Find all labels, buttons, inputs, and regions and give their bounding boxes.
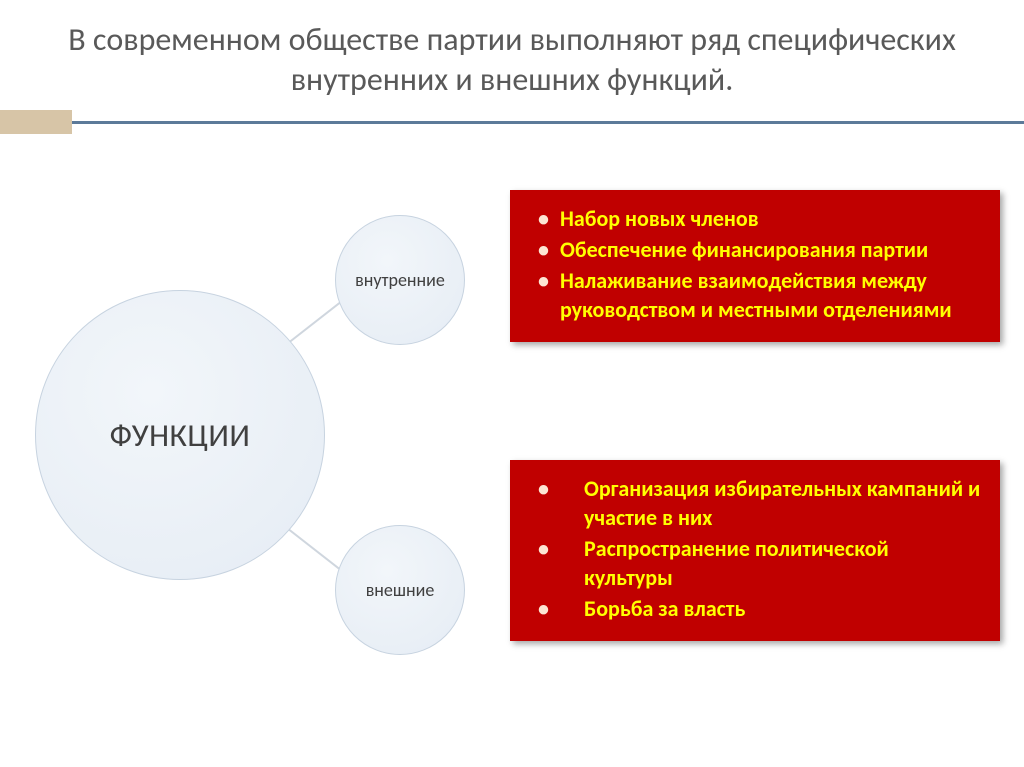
list-item: Обеспечение финансирования партии bbox=[532, 235, 982, 264]
inner-functions-box: Набор новых членовОбеспечение финансиров… bbox=[510, 190, 1000, 342]
outer-label: внешние bbox=[366, 579, 435, 601]
functions-circle: ФУНКЦИИ bbox=[35, 290, 325, 580]
outer-functions-box: Организация избирательных кампаний и уча… bbox=[510, 460, 1000, 641]
inner-circle: внутренние bbox=[335, 215, 465, 345]
list-item: Борьба за власть bbox=[532, 594, 982, 623]
functions-label: ФУНКЦИИ bbox=[110, 416, 251, 455]
inner-functions-list: Набор новых членовОбеспечение финансиров… bbox=[532, 204, 982, 324]
slide-root: В современном обществе партии выполняют … bbox=[0, 0, 1024, 767]
list-item: Распространение политической культуры bbox=[532, 534, 982, 592]
outer-circle: внешние bbox=[335, 525, 465, 655]
inner-label: внутренние bbox=[355, 269, 445, 291]
list-item: Набор новых членов bbox=[532, 204, 982, 233]
accent-line bbox=[72, 121, 1024, 124]
outer-functions-list: Организация избирательных кампаний и уча… bbox=[532, 474, 982, 623]
accent-block bbox=[0, 110, 72, 134]
list-item: Организация избирательных кампаний и уча… bbox=[532, 474, 982, 532]
slide-title: В современном обществе партии выполняют … bbox=[50, 20, 974, 100]
accent-row bbox=[0, 110, 1024, 134]
title-area: В современном обществе партии выполняют … bbox=[0, 0, 1024, 110]
list-item: Налаживание взаимодействия между руковод… bbox=[532, 266, 982, 324]
